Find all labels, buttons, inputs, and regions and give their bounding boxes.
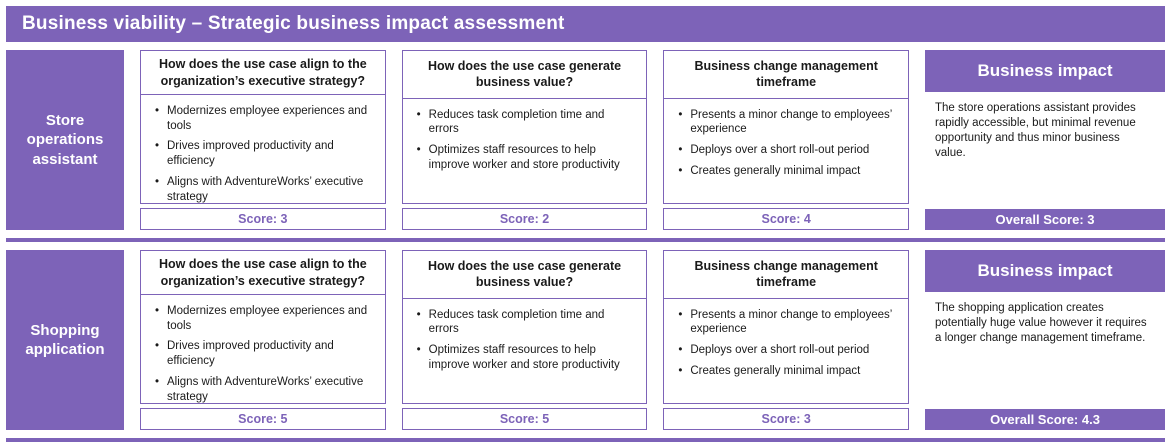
question-column-timeframe: Business change management timeframe Pre… (663, 50, 910, 230)
question-card-strategy: How does the use case align to the organ… (140, 50, 386, 204)
bullet-item: Modernizes employee experiences and tool… (155, 104, 375, 133)
score-bar: Score: 5 (140, 408, 386, 430)
bullet-item: Presents a minor change to employees’ ex… (678, 308, 898, 337)
question-card-value: How does the use case generate business … (401, 50, 648, 204)
question-title: Business change management timeframe (664, 51, 909, 99)
bullet-item: Deploys over a short roll-out period (678, 343, 898, 358)
bullet-item: Drives improved productivity and efficie… (155, 139, 375, 168)
bullet-list: Reduces task completion time and errors … (403, 99, 647, 185)
question-title: Business change management timeframe (664, 251, 909, 299)
business-impact-text: The shopping application creates potenti… (935, 302, 1147, 344)
question-card-strategy: How does the use case align to the organ… (140, 250, 386, 404)
bullet-item: Creates generally minimal impact (678, 164, 898, 179)
bullet-item: Aligns with AdventureWorks’ executive st… (155, 175, 375, 204)
score-bar: Score: 3 (663, 408, 910, 430)
question-column-value: How does the use case generate business … (401, 50, 648, 230)
assessment-row-store-operations: Store operations assistant How does the … (6, 50, 1166, 230)
bullet-item: Reduces task completion time and errors (417, 108, 637, 137)
question-title: How does the use case align to the organ… (141, 251, 385, 295)
bottom-border (6, 438, 1165, 442)
bullet-list: Presents a minor change to employees’ ex… (664, 299, 908, 391)
question-column-strategy: How does the use case align to the organ… (140, 50, 386, 230)
bullet-item: Optimizes staff resources to help improv… (417, 343, 637, 372)
score-bar: Score: 3 (140, 208, 386, 230)
score-bar: Score: 4 (663, 208, 910, 230)
bullet-item: Deploys over a short roll-out period (678, 143, 898, 158)
row-label-shopping-application: Shopping application (6, 250, 124, 430)
question-card-value: How does the use case generate business … (401, 250, 648, 404)
bullet-list: Presents a minor change to employees’ ex… (664, 99, 908, 191)
row-divider (6, 238, 1165, 242)
bullet-item: Reduces task completion time and errors (417, 308, 637, 337)
row-label-store-operations: Store operations assistant (6, 50, 124, 230)
question-title: How does the use case generate business … (402, 51, 647, 99)
bullet-list: Modernizes employee experiences and tool… (141, 295, 385, 416)
business-impact-title: Business impact (925, 250, 1166, 292)
bullet-item: Aligns with AdventureWorks’ executive st… (155, 375, 375, 404)
overall-score-bar: Overall Score: 4.3 (925, 409, 1166, 430)
business-impact-card: Business impact The shopping application… (925, 250, 1166, 430)
bullet-item: Drives improved productivity and efficie… (155, 339, 375, 368)
bullet-list: Modernizes employee experiences and tool… (141, 95, 385, 216)
bullet-list: Reduces task completion time and errors … (403, 299, 647, 385)
business-impact-text: The store operations assistant provides … (935, 102, 1136, 159)
question-column-value: How does the use case generate business … (401, 250, 648, 430)
assessment-row-shopping-application: Shopping application How does the use ca… (6, 250, 1166, 430)
bullet-item: Presents a minor change to employees’ ex… (678, 108, 898, 137)
score-bar: Score: 5 (401, 408, 648, 430)
business-impact-title: Business impact (925, 50, 1166, 92)
question-title: How does the use case align to the organ… (141, 51, 385, 95)
question-card-timeframe: Business change management timeframe Pre… (663, 250, 910, 404)
overall-score-bar: Overall Score: 3 (925, 209, 1166, 230)
question-column-strategy: How does the use case align to the organ… (140, 250, 386, 430)
question-column-timeframe: Business change management timeframe Pre… (663, 250, 910, 430)
score-bar: Score: 2 (401, 208, 648, 230)
page-title: Business viability – Strategic business … (6, 6, 1165, 42)
business-impact-card: Business impact The store operations ass… (925, 50, 1166, 230)
bullet-item: Optimizes staff resources to help improv… (417, 143, 637, 172)
bullet-item: Modernizes employee experiences and tool… (155, 304, 375, 333)
question-card-timeframe: Business change management timeframe Pre… (663, 50, 910, 204)
question-title: How does the use case generate business … (402, 251, 647, 299)
bullet-item: Creates generally minimal impact (678, 364, 898, 379)
